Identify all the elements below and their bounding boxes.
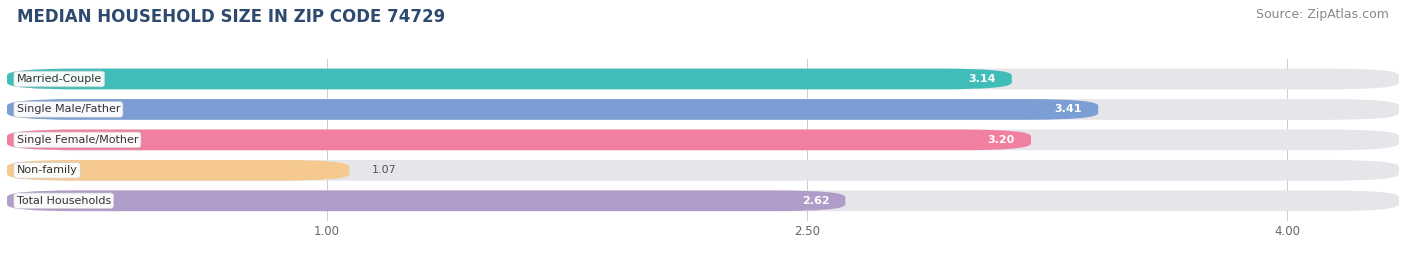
Text: Non-family: Non-family xyxy=(17,165,77,175)
FancyBboxPatch shape xyxy=(7,69,1012,89)
Text: 3.20: 3.20 xyxy=(988,135,1015,145)
FancyBboxPatch shape xyxy=(7,130,1031,150)
Text: 3.41: 3.41 xyxy=(1054,104,1083,114)
FancyBboxPatch shape xyxy=(7,99,1098,120)
Text: Single Male/Father: Single Male/Father xyxy=(17,104,120,114)
Text: Source: ZipAtlas.com: Source: ZipAtlas.com xyxy=(1256,8,1389,21)
FancyBboxPatch shape xyxy=(7,190,845,211)
Text: Married-Couple: Married-Couple xyxy=(17,74,101,84)
Text: 3.14: 3.14 xyxy=(969,74,995,84)
FancyBboxPatch shape xyxy=(7,69,1399,89)
Text: 2.62: 2.62 xyxy=(801,196,830,206)
FancyBboxPatch shape xyxy=(7,160,1399,181)
FancyBboxPatch shape xyxy=(7,130,1399,150)
FancyBboxPatch shape xyxy=(7,160,350,181)
Text: Total Households: Total Households xyxy=(17,196,111,206)
Text: Single Female/Mother: Single Female/Mother xyxy=(17,135,138,145)
Text: 1.07: 1.07 xyxy=(371,165,396,175)
FancyBboxPatch shape xyxy=(7,99,1399,120)
Text: MEDIAN HOUSEHOLD SIZE IN ZIP CODE 74729: MEDIAN HOUSEHOLD SIZE IN ZIP CODE 74729 xyxy=(17,8,446,26)
FancyBboxPatch shape xyxy=(7,190,1399,211)
